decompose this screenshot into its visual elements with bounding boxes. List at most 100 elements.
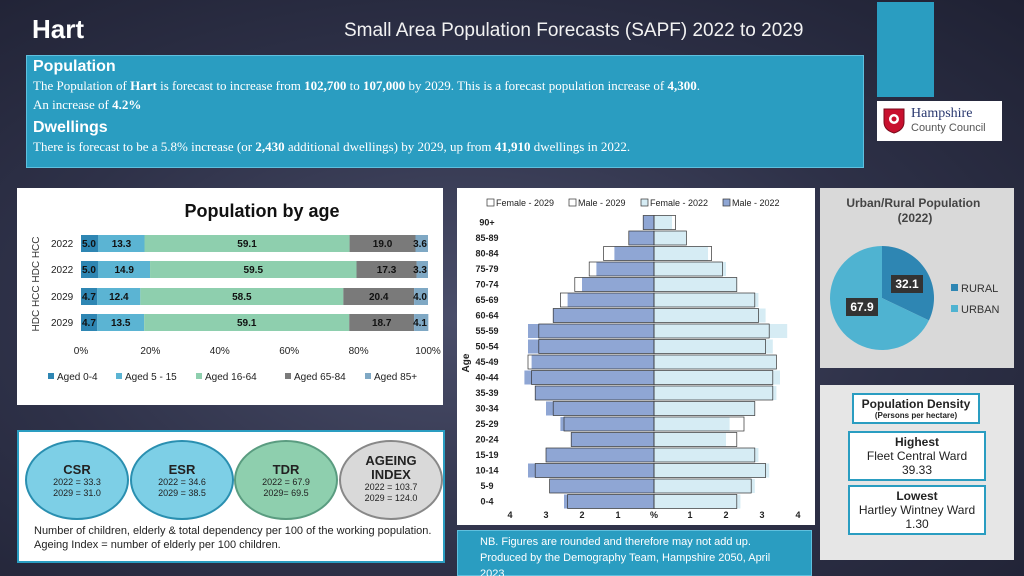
pyramid-bar-female-2022 — [654, 324, 788, 338]
crest-icon — [883, 108, 905, 134]
age-bar-label: 12.4 — [109, 292, 129, 303]
pie-slice-urban — [830, 246, 929, 350]
pyramid-bar-female-2022 — [654, 293, 759, 307]
pyramid-bar-female-2029 — [653, 416, 745, 432]
x-tick-label: 0% — [74, 346, 89, 357]
age-bar-label: 20.4 — [369, 292, 389, 303]
urban-rural-title-line2: (2022) — [898, 211, 933, 225]
pyramid-bar-female-2022 — [654, 246, 708, 261]
age-chart-svg: Population by age HDC HCC HDC HCC 2022 5.… — [31, 201, 441, 383]
age-bar-segment — [414, 314, 429, 331]
pyramid-bar-female-2022 — [654, 370, 780, 385]
legend-label: Aged 16-64 — [205, 372, 257, 383]
pop-text: The Population of — [33, 78, 131, 93]
density-title-box: Population Density (Persons per hectare) — [852, 393, 980, 424]
age-band-label: 10-14 — [475, 466, 498, 476]
pop-percent: 4.2% — [112, 97, 142, 112]
age-band-label: 85-89 — [475, 233, 498, 243]
x-tick-label: 80% — [349, 346, 369, 357]
age-bar-segment — [144, 314, 350, 331]
population-by-age-chart: Population by age HDC HCC HDC HCC 2022 5.… — [17, 188, 443, 405]
age-bar-label: 4.7 — [82, 318, 96, 329]
age-band-label: 90+ — [479, 218, 494, 228]
age-bar-segment — [356, 261, 417, 278]
lowest-ward: Hartley Wintney Ward — [858, 503, 976, 517]
age-bar-segment — [343, 288, 415, 305]
age-bar-label: 59.5 — [244, 265, 264, 276]
tdr-title: TDR — [272, 462, 300, 477]
x-tick-label: 100% — [415, 346, 441, 357]
pyramid-legend-swatch — [722, 198, 731, 207]
age-bar-label: 4.7 — [82, 292, 96, 303]
age-band-label: 50-54 — [475, 342, 498, 352]
legend-swatch — [365, 373, 371, 379]
age-bar-segment — [81, 235, 99, 252]
pyramid-legend-label: Male - 2029 — [578, 198, 626, 208]
rural-value-label-bg — [891, 275, 923, 293]
pyramid-bar-male-2022 — [546, 448, 654, 462]
age-bar-label: 17.3 — [377, 265, 397, 276]
pyramid-bar-male-2022 — [553, 308, 654, 323]
pyramid-x-tick: 3 — [543, 510, 548, 520]
age-bar-segment — [414, 288, 428, 305]
pyramid-bar-female-2029 — [653, 370, 774, 385]
legend-swatch — [196, 373, 202, 379]
pyramid-bar-female-2029 — [653, 432, 738, 447]
pyramid-bar-female-2029 — [653, 354, 777, 370]
csr-bubble: CSR 2022 = 33.3 2029 = 31.0 — [25, 440, 129, 520]
csr-2022: 2022 = 33.3 — [53, 477, 101, 487]
y-axis-label: HDC HCC HDC HCC — [31, 237, 42, 332]
pop-text: to — [346, 78, 364, 93]
pyramid-bar-male-2022 — [643, 215, 654, 230]
pyramid-bar-female-2029 — [653, 323, 770, 339]
pyramid-bar-male-2022 — [571, 432, 654, 447]
ageing-index-bubble: AGEING INDEX 2022 = 103.7 2029 = 124.0 — [339, 440, 443, 520]
pyramid-bar-male-2022 — [564, 494, 654, 509]
legend-label: Aged 65-84 — [294, 372, 346, 383]
pyramid-legend-swatch — [568, 198, 577, 207]
age-bar-segment — [349, 314, 415, 331]
age-bar-segment — [416, 261, 428, 278]
logo-line1: Hampshire — [911, 106, 973, 121]
pyramid-legend-label: Male - 2022 — [732, 198, 780, 208]
legend-label: Aged 5 - 15 — [125, 372, 177, 383]
density-lowest-box: Lowest Hartley Wintney Ward 1.30 — [848, 485, 986, 535]
age-bar-label: 3.3 — [413, 265, 427, 276]
pyramid-bar-female-2029 — [653, 385, 774, 401]
summary-panel: Population The Population of Hart is for… — [26, 55, 864, 168]
pyramid-bar-female-2029 — [653, 230, 687, 246]
pyramid-bar-female-2029 — [653, 261, 723, 277]
pyramid-legend-swatch — [640, 198, 649, 207]
age-band-label: 25-29 — [475, 419, 498, 429]
age-bar-segment — [144, 235, 350, 252]
x-tick-label: 20% — [140, 346, 160, 357]
pyramid-y-label: Age — [461, 353, 472, 372]
pyramid-bar-male-2022 — [560, 417, 654, 431]
esr-title: ESR — [168, 462, 196, 477]
age-band-label: 65-69 — [475, 295, 498, 305]
age-bar-segment — [81, 261, 99, 278]
pyramid-bar-male-2022 — [528, 324, 654, 338]
legend-swatch — [285, 373, 291, 379]
pop-place: Hart — [130, 78, 157, 93]
csr-2029: 2029 = 31.0 — [53, 488, 101, 498]
age-band-label: 20-24 — [475, 435, 498, 445]
lowest-label: Lowest — [896, 489, 938, 503]
logo-text: Hampshire County Council — [911, 106, 986, 136]
tdr-2029: 2029= 69.5 — [263, 488, 309, 498]
pyramid-x-tick: 4 — [795, 510, 800, 520]
pyramid-bar-male-2022 — [628, 231, 654, 245]
pyramid-bar-female-2022 — [654, 401, 755, 416]
age-band-label: 70-74 — [475, 280, 498, 290]
population-pyramid: Female - 2029 Male - 2029 Female - 2022 Mal… — [457, 188, 815, 525]
pop-text: . — [696, 78, 700, 93]
pyramid-bar-female-2022 — [654, 463, 770, 478]
footnote-line1: NB. Figures are rounded and therefore ma… — [480, 536, 751, 548]
pyramid-bar-female-2029 — [653, 308, 759, 323]
age-bar-label: 58.5 — [232, 292, 252, 303]
esr-bubble: ESR 2022 = 34.6 2029 = 38.5 — [130, 440, 234, 520]
pyramid-bar-male-2022 — [546, 401, 654, 416]
pop-text: is forecast to increase from — [156, 78, 305, 93]
ratios-note: Number of children, elderly & total depe… — [34, 525, 432, 551]
footnote-line2: Produced by the Demography Team, Hampshi… — [480, 552, 771, 576]
